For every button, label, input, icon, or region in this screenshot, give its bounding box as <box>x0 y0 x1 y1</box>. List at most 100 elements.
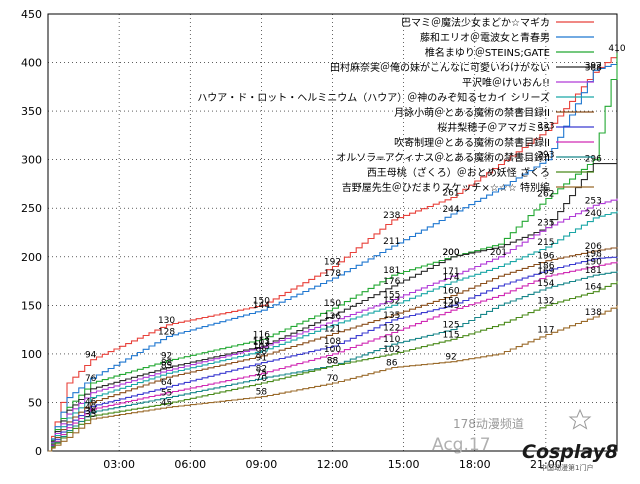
data-label: 200 <box>442 248 459 258</box>
data-label: 244 <box>442 205 459 215</box>
data-label: 200 <box>442 248 459 258</box>
plot-frame <box>47 13 618 452</box>
axes: 0 50 100 150 200 250 300 350 400 450 03:00 06:00 09:… <box>21 8 618 471</box>
x-tick-label: 18:00 <box>459 458 491 471</box>
data-label: 181 <box>383 266 400 276</box>
series-line-2 <box>48 52 618 452</box>
data-label: 206 <box>585 242 602 252</box>
legend-label: 藤和エリオ＠電波女と青春男 <box>420 31 550 44</box>
data-label: 238 <box>383 211 400 221</box>
legend-label: 西王母桃（ざくろ）＠おとめ妖怪 ざくろ <box>367 166 550 179</box>
series-line-5 <box>48 211 618 452</box>
legend-label: 巴マミ＠魔法少女まどか☆マギカ <box>401 16 550 29</box>
data-label: 171 <box>442 267 459 277</box>
series-lines <box>48 52 618 452</box>
data-label: 76 <box>85 374 97 384</box>
x-tick-label: 09:00 <box>246 458 278 471</box>
data-label: 125 <box>442 321 459 331</box>
data-label: 253 <box>585 196 602 206</box>
data-label: 388 <box>585 63 602 73</box>
data-label: 128 <box>158 327 175 337</box>
data-label: 261 <box>442 189 459 199</box>
data-label: 190 <box>585 257 602 267</box>
data-label: 107 <box>253 338 270 348</box>
data-label: 88 <box>161 358 173 368</box>
data-label: 64 <box>161 378 173 388</box>
legend-label: 平沢唯＠けいおん!! <box>462 76 550 89</box>
y-tick-label: 250 <box>21 202 42 215</box>
x-tick-label: 15:00 <box>388 458 420 471</box>
series-line-11 <box>48 305 618 452</box>
data-label: 86 <box>386 358 398 368</box>
data-label: 235 <box>537 219 554 229</box>
data-label: 121 <box>324 324 341 334</box>
data-label: 35 <box>85 410 96 420</box>
series-line-4 <box>48 198 618 452</box>
data-label: 103 <box>253 342 270 352</box>
watermark-site-text: Acg.17 <box>432 435 491 455</box>
data-label: 36 <box>85 407 97 417</box>
legend-label: 吉野屋先生＠ひだまりスケッチ×☆☆☆ 特別編 <box>342 181 550 194</box>
data-label: 240 <box>585 209 602 219</box>
legend-label: オルソラ=アクィナス＠とある魔術の禁書目録II <box>336 151 550 164</box>
data-label: 130 <box>158 316 175 326</box>
data-label: 192 <box>324 257 341 267</box>
legend-label: ハウア・ド・ロット・ヘルミニウム（ハウア）＠神のみぞ知るセカイ シリーズ <box>197 91 550 104</box>
data-label: 70 <box>327 374 339 384</box>
watermark-logo-text: Cosplay8 <box>522 441 618 463</box>
data-label: 196 <box>537 252 554 262</box>
series-line-0 <box>48 52 618 452</box>
watermark: 178动漫频道 Acg.17 Cosplay8 中国动漫第1门户 <box>432 408 618 472</box>
data-label: 178 <box>324 269 341 279</box>
data-label: 262 <box>537 190 554 200</box>
data-label: 135 <box>383 311 400 321</box>
data-label: 154 <box>537 279 554 289</box>
data-label: 215 <box>537 238 554 248</box>
data-label: 176 <box>383 277 400 287</box>
data-label: 160 <box>442 287 459 297</box>
legend-label: 吹寄制理＠とある魔術の禁書目録II <box>394 136 550 149</box>
y-tick-label: 100 <box>21 348 42 361</box>
data-label: 116 <box>253 330 270 340</box>
data-label: 88 <box>327 357 339 367</box>
legend-label: 田村麻奈実＠俺の妹がこんなに可愛いわけがない <box>330 61 550 74</box>
series-line-6 <box>48 247 618 452</box>
x-tick-label: 21:00 <box>530 458 562 471</box>
data-label: 55 <box>161 389 172 399</box>
legend-label: 桜井梨穂子＠アマガミSS <box>437 121 550 134</box>
data-label: 186 <box>537 261 554 271</box>
y-tick-label: 150 <box>21 299 42 312</box>
data-label: 110 <box>383 335 400 345</box>
data-label: 92 <box>445 353 456 363</box>
watermark-star-icon <box>568 408 592 430</box>
series-line-7 <box>48 256 618 452</box>
y-tick-label: 0 <box>35 445 42 458</box>
data-label: 45 <box>161 398 172 408</box>
data-label: 85 <box>161 361 172 371</box>
data-label: 115 <box>442 330 459 340</box>
data-label: 70 <box>256 374 268 384</box>
y-tick-label: 450 <box>21 8 42 21</box>
data-label: 198 <box>585 250 602 260</box>
series-line-1 <box>48 62 618 452</box>
data-label: 150 <box>442 296 459 306</box>
data-label: 40 <box>85 403 97 413</box>
data-label: 108 <box>324 337 341 347</box>
data-label: 98 <box>256 347 268 357</box>
y-tick-label: 350 <box>21 105 42 118</box>
data-label: 113 <box>253 337 270 347</box>
series-line-3 <box>48 163 617 452</box>
data-label: 138 <box>585 308 602 318</box>
data-label: 150 <box>253 296 270 306</box>
watermark-logo-subtext: 中国动漫第1门户 <box>540 463 593 472</box>
data-label: 144 <box>253 301 270 311</box>
data-label: 94 <box>85 351 97 361</box>
legend-label: 椎名まゆり＠STEINS;GATE <box>425 46 550 59</box>
data-label: 296 <box>585 155 602 165</box>
data-label: 92 <box>161 352 172 362</box>
data-label: 333 <box>537 122 554 132</box>
data-label: 174 <box>442 273 459 283</box>
x-tick-label: 06:00 <box>174 458 206 471</box>
x-tick-label: 03:00 <box>103 458 135 471</box>
